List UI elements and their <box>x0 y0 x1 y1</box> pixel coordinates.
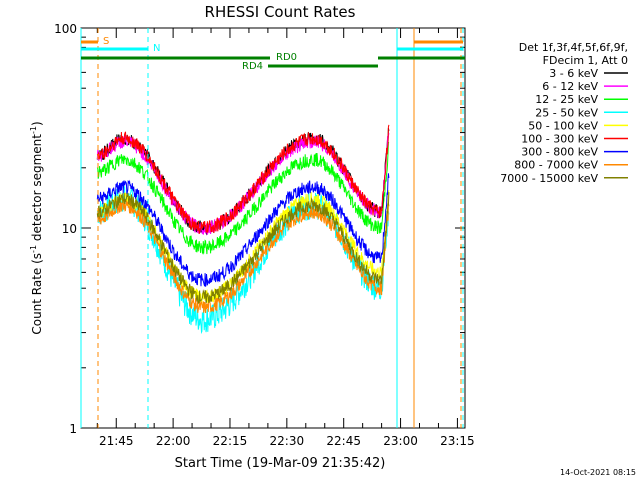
y-tick-label: 10 <box>62 222 77 236</box>
series-lines <box>96 124 390 335</box>
chart-title: RHESSI Count Rates <box>205 3 356 21</box>
x-tick-label: 22:00 <box>156 434 191 448</box>
legend-label: 3 - 6 keV <box>549 67 598 80</box>
legend-label: 300 - 800 keV <box>521 146 598 159</box>
x-tick-label: 22:15 <box>213 434 248 448</box>
legend-label: 7000 - 15000 keV <box>500 172 598 185</box>
flag-rd4-label: RD4 <box>242 61 263 72</box>
flag-n-label: N <box>153 43 160 54</box>
legend-header-line-1: Det 1f,3f,4f,5f,6f,9f, <box>519 41 628 54</box>
series-line-12-25-kev <box>96 141 390 256</box>
event-lines <box>80 28 464 428</box>
timestamp: 14-Oct-2021 08:15 <box>560 468 636 477</box>
x-tick-label: 21:45 <box>99 434 134 448</box>
flag-s-label: S <box>103 36 109 47</box>
x-axis-ticks: 21:45 22:00 22:15 22:30 22:45 23:00 23:15 <box>96 28 475 448</box>
flag-rd0-label: RD0 <box>276 52 297 63</box>
series-line-300-800-kev <box>96 173 390 287</box>
x-axis-label: Start Time (19-Mar-09 21:35:42) <box>175 456 386 471</box>
y-tick-label: 1 <box>69 422 77 436</box>
x-tick-label: 22:30 <box>270 434 305 448</box>
legend-label: 6 - 12 keV <box>542 80 598 93</box>
legend-label: 25 - 50 keV <box>535 106 598 119</box>
series-line-7000-15000-kev <box>96 192 390 305</box>
y-axis-label: Count Rate (s-1 detector segment-1) <box>29 121 44 334</box>
legend-label: 800 - 7000 keV <box>514 159 598 172</box>
y-tick-label: 100 <box>54 22 77 36</box>
legend-label: 50 - 100 keV <box>528 119 598 132</box>
x-tick-label: 23:00 <box>383 434 418 448</box>
x-tick-label: 23:15 <box>440 434 475 448</box>
legend: Det 1f,3f,4f,5f,6f,9f, FDecim 1, Att 0 3… <box>500 41 628 185</box>
legend-label: 12 - 25 keV <box>535 93 598 106</box>
x-tick-label: 22:45 <box>326 434 361 448</box>
series-line-800-7000-kev <box>96 199 390 314</box>
legend-label: 100 - 300 keV <box>521 133 598 146</box>
legend-header-line-2: FDecim 1, Att 0 <box>543 54 628 67</box>
flag-bars: S N RD0 RD4 <box>81 36 465 72</box>
series-line-100-300-kev <box>96 124 390 235</box>
